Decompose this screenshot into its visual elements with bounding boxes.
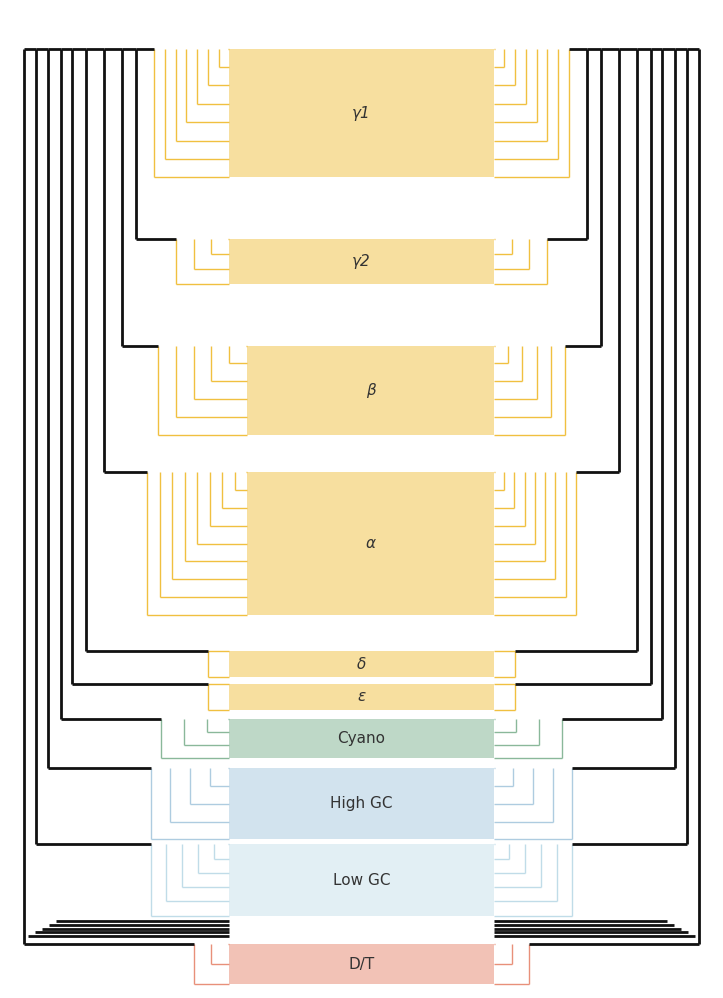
Bar [229,768,494,839]
Bar [229,49,494,178]
Text: β: β [366,382,375,397]
Text: α: α [365,536,375,551]
Bar [247,472,494,616]
Text: High GC: High GC [330,796,393,811]
Text: γ2: γ2 [352,253,371,269]
Bar [229,944,494,984]
Bar [229,652,494,677]
Bar [247,345,494,435]
Text: ε: ε [357,690,366,705]
Text: δ: δ [357,657,366,672]
Bar [229,719,494,758]
Bar [229,684,494,710]
Bar [229,240,494,283]
Text: Low GC: Low GC [333,872,390,887]
Bar [229,844,494,915]
Text: D/T: D/T [348,957,375,972]
Text: γ1: γ1 [352,106,371,121]
Text: Cyano: Cyano [338,731,385,746]
